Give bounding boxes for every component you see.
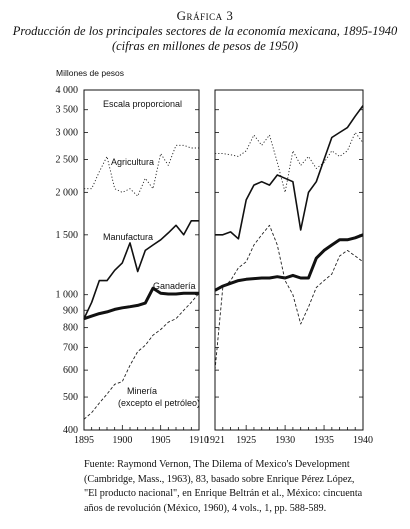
y-tick-label: 1 500 [56,230,79,241]
y-tick-label: 600 [63,365,78,376]
series-label-mineria-note: (excepto el petróleo) [118,398,200,408]
series-label-ganaderia: Ganadería [153,281,196,291]
y-tick-label: 3 500 [56,105,79,116]
y-tick-label: 500 [63,392,78,403]
series-line-solid [83,220,199,320]
x-tick-label: 1935 [314,435,334,446]
panel-frame [83,89,200,431]
x-tick-label: 1925 [236,435,256,446]
y-tick-label: 400 [63,425,78,436]
chart-header: Gráfica 3 Producción de los principales … [0,8,410,54]
y-tick-label: 900 [63,305,78,316]
series-line-dashed [214,224,364,371]
x-tick-label: 1940 [353,435,373,446]
chart-subtitle: (cifras en millones de pesos de 1950) [111,39,299,53]
source-line-1: Fuente: Raymond Vernon, The Dilema of Me… [84,459,350,470]
y-tick-label: 800 [63,323,78,334]
y-tick-label: 2 000 [56,187,79,198]
x-tick-label: 1930 [275,435,295,446]
series-line-solid [215,105,364,240]
series-line-bold [214,233,364,292]
source-line-3: "El producto nacional", en Enrique Beltr… [84,488,363,499]
scale-note: Escala proporcional [103,99,182,109]
y-tick-label: 3 000 [56,127,79,138]
series-line-dotted [84,144,199,197]
figure-label: Gráfica 3 [176,8,234,23]
x-tick-label: 1900 [112,435,132,446]
source-line-4: años de revolución (México, 1960), 4 vol… [84,502,327,514]
series-label-agricultura: Agricultura [111,157,154,167]
series-label-mineria: Minería [127,386,157,396]
source-note: Fuente: Raymond Vernon, The Dilema of Me… [84,458,384,516]
x-tick-label: 1895 [74,435,94,446]
series-line-bold [83,286,199,321]
series-line-dotted [215,132,364,193]
source-line-2: (Cambridge, Mass., 1963), 83, basado sob… [84,473,355,485]
chart-title: Producción de los principales sectores d… [12,24,398,38]
y-tick-label: 4 000 [56,85,79,96]
x-tick-label: 1921 [205,435,225,446]
series-line-dashed [83,292,200,420]
x-tick-label: 1910 [189,435,209,446]
panel-frame [214,89,364,431]
y-tick-label: 700 [63,342,78,353]
y-tick-label: 2 500 [56,154,79,165]
x-tick-label: 1905 [151,435,171,446]
series-label-manufactura: Manufactura [103,232,153,242]
y-axis-label: Millones de pesos [56,68,125,78]
y-tick-label: 1 000 [56,290,79,301]
